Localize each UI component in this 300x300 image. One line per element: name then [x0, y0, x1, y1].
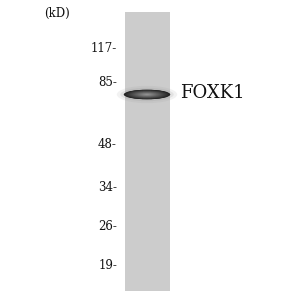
Ellipse shape — [126, 90, 168, 99]
Ellipse shape — [128, 91, 166, 98]
Ellipse shape — [124, 90, 170, 99]
Text: 26-: 26- — [98, 220, 117, 233]
Text: 85-: 85- — [98, 76, 117, 89]
Text: 117-: 117- — [91, 41, 117, 55]
Ellipse shape — [125, 90, 169, 99]
Ellipse shape — [146, 94, 148, 95]
Bar — [124, 12, 170, 291]
Ellipse shape — [134, 92, 160, 97]
Ellipse shape — [142, 94, 152, 95]
Ellipse shape — [138, 93, 156, 96]
Text: 34-: 34- — [98, 181, 117, 194]
Ellipse shape — [144, 94, 150, 95]
Text: (kD): (kD) — [44, 7, 70, 20]
Ellipse shape — [131, 91, 163, 98]
Ellipse shape — [142, 93, 152, 96]
Ellipse shape — [117, 86, 177, 103]
Ellipse shape — [130, 91, 164, 98]
Text: FOXK1: FOXK1 — [180, 84, 244, 102]
Ellipse shape — [135, 92, 159, 97]
Text: 48-: 48- — [98, 137, 117, 151]
Ellipse shape — [139, 93, 155, 96]
Ellipse shape — [132, 92, 162, 98]
Ellipse shape — [135, 92, 159, 97]
Ellipse shape — [128, 91, 167, 98]
Ellipse shape — [133, 92, 161, 98]
Ellipse shape — [136, 92, 158, 97]
Ellipse shape — [139, 93, 155, 96]
Ellipse shape — [146, 94, 148, 95]
Ellipse shape — [140, 93, 154, 96]
Ellipse shape — [137, 92, 157, 97]
Text: 19-: 19- — [98, 259, 117, 272]
Ellipse shape — [145, 94, 149, 95]
Ellipse shape — [131, 91, 163, 98]
Ellipse shape — [141, 93, 153, 96]
Ellipse shape — [124, 90, 170, 99]
Ellipse shape — [120, 88, 174, 101]
Ellipse shape — [143, 94, 151, 95]
Ellipse shape — [127, 90, 167, 99]
Ellipse shape — [129, 91, 165, 98]
